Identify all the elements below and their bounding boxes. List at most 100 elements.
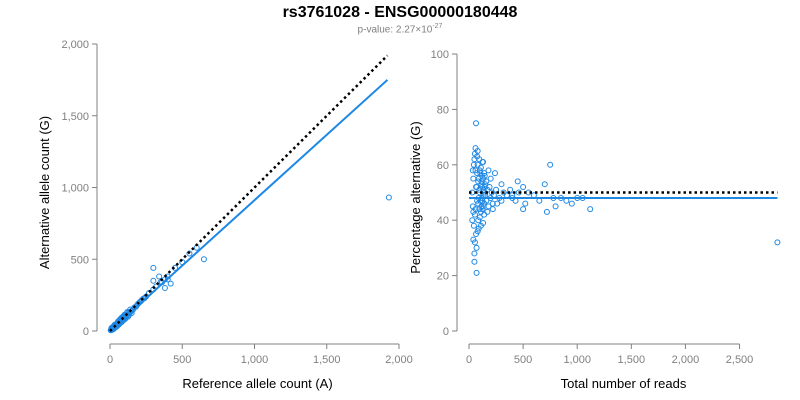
right-data-point <box>476 214 483 221</box>
right-x-tick-label: 2,500 <box>726 354 754 366</box>
right-data-point <box>473 269 480 276</box>
left-data-point <box>200 256 207 263</box>
right-data-point <box>475 200 482 207</box>
left-data-point <box>150 277 157 284</box>
right-data-point <box>477 164 484 171</box>
right-data-point <box>536 197 543 204</box>
left-y-tick-label: 0 <box>83 326 89 338</box>
left-data-point <box>164 276 171 283</box>
left-y-tick-label: 500 <box>71 254 89 266</box>
right-data-point <box>470 175 477 182</box>
right-data-point <box>479 206 486 213</box>
right-data-point <box>541 181 548 188</box>
right-x-tick-label: 2,000 <box>672 354 700 366</box>
right-data-point <box>476 156 483 163</box>
right-data-point <box>507 186 514 193</box>
left-x-tick-label: 1,000 <box>241 354 269 366</box>
right-data-point <box>568 200 575 207</box>
right-data-point <box>563 197 570 204</box>
right-y-tick-label: 60 <box>437 160 449 172</box>
right-data-point <box>512 197 519 204</box>
left-x-axis-label: Reference allele count (A) <box>182 376 332 391</box>
left-y-tick-label: 1,500 <box>61 111 89 123</box>
right-data-point <box>471 258 478 265</box>
right-data-point <box>483 178 490 185</box>
right-data-point <box>473 120 480 127</box>
left-x-tick-label: 500 <box>173 354 191 366</box>
right-data-point <box>480 203 487 210</box>
right-data-point <box>474 147 481 154</box>
left-data-point <box>161 284 168 291</box>
chart-subtitle: p-value: 2.27×10-27 <box>0 23 800 35</box>
right-data-point <box>489 206 496 213</box>
right-data-point <box>515 189 522 196</box>
chart-title: rs3761028 - ENSG00000180448 <box>282 4 518 21</box>
right-data-point <box>481 211 488 218</box>
right-y-axis-label: Percentage alternative (G) <box>408 121 423 273</box>
right-data-point <box>469 217 476 224</box>
right-data-point <box>514 178 521 185</box>
right-y-tick-label: 100 <box>431 49 449 61</box>
right-data-point <box>774 239 781 246</box>
right-data-point <box>474 170 481 177</box>
left-y-tick-label: 1,000 <box>61 183 89 195</box>
right-data-point <box>547 161 554 168</box>
right-data-point <box>487 175 494 182</box>
right-y-tick-label: 0 <box>443 326 449 338</box>
right-data-point <box>475 178 482 185</box>
right-data-point <box>587 206 594 213</box>
right-data-point <box>470 161 477 168</box>
right-data-point <box>522 200 529 207</box>
left-data-point <box>167 280 174 287</box>
right-x-tick-label: 1,500 <box>618 354 646 366</box>
right-data-point <box>543 208 550 215</box>
left-x-tick-label: 0 <box>107 354 113 366</box>
right-data-point <box>473 244 480 251</box>
right-data-point <box>469 167 476 174</box>
right-x-tick-label: 1,000 <box>563 354 591 366</box>
right-data-point <box>484 208 491 215</box>
right-x-tick-label: 500 <box>514 354 532 366</box>
right-x-axis-label: Total number of reads <box>561 376 687 391</box>
right-data-point <box>481 183 488 190</box>
left-data-point <box>385 194 392 201</box>
right-data-point <box>482 181 489 188</box>
p-value-text: p-value: 2.27×10 <box>357 24 433 36</box>
right-data-point <box>520 206 527 213</box>
right-data-point <box>480 159 487 166</box>
right-data-point <box>474 228 481 235</box>
left-data-point <box>186 250 193 257</box>
left-x-tick-label: 2,000 <box>385 354 413 366</box>
right-data-point <box>552 203 559 210</box>
right-data-point <box>481 170 488 177</box>
left-data-point <box>150 264 157 271</box>
right-data-point <box>471 250 478 257</box>
right-data-point <box>489 200 496 207</box>
right-data-point <box>494 200 501 207</box>
right-x-tick-label: 0 <box>466 354 472 366</box>
right-data-point <box>485 167 492 174</box>
right-data-point <box>471 239 478 246</box>
right-data-point <box>470 208 477 215</box>
right-data-point <box>498 181 505 188</box>
left-x-tick-label: 1,500 <box>313 354 341 366</box>
right-data-point <box>477 222 484 229</box>
right-data-point <box>476 186 483 193</box>
left-scatter-chart: 0 500 1,000 1,500 2,000 0 500 1,000 1,500 2,000 Re… <box>37 39 413 391</box>
left-data-point <box>156 273 163 280</box>
right-scatter-chart: 0 20 40 60 80 100 0 500 1,000 1,500 2,000 2,500 Tota… <box>408 49 781 391</box>
right-data-point <box>520 183 527 190</box>
right-data-point <box>491 170 498 177</box>
right-y-tick-label: 40 <box>437 215 449 227</box>
left-y-tick-label: 2,000 <box>61 39 89 51</box>
right-y-tick-label: 80 <box>437 104 449 116</box>
right-data-point <box>470 222 477 229</box>
left-reference-line <box>109 54 389 332</box>
p-value-exponent: -27 <box>432 23 443 30</box>
right-data-point <box>493 186 500 193</box>
left-fit-line <box>109 79 389 332</box>
right-y-tick-label: 20 <box>437 271 449 283</box>
left-y-axis-label: Alternative allele count (G) <box>37 116 52 269</box>
